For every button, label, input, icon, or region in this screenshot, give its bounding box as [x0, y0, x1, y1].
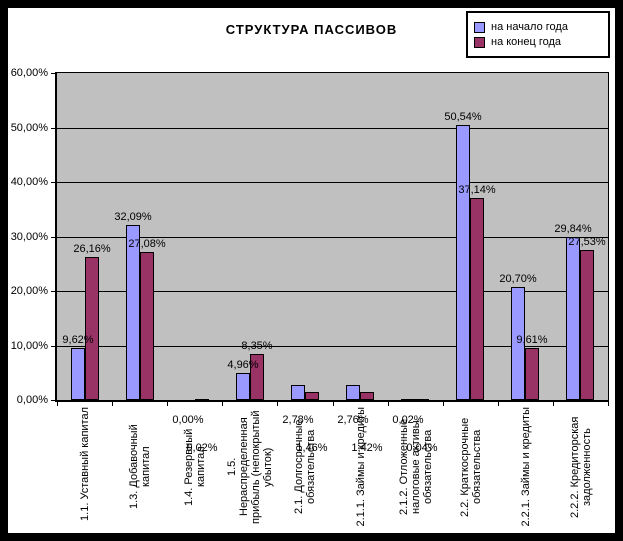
- y-axis-tick: [51, 291, 56, 292]
- ytick-label: 0,00%: [16, 394, 48, 406]
- bar-end-1: [85, 257, 99, 400]
- bar-label: 0,04%: [406, 442, 438, 454]
- bar-label: 27,08%: [128, 238, 166, 250]
- bar-start-4: [236, 373, 250, 400]
- category-label: 2.2.2. Кредиторская задолженность: [568, 416, 593, 518]
- legend-swatch-end-icon: [474, 36, 485, 48]
- x-axis-tick: [167, 401, 168, 406]
- bar-start-6: [346, 385, 360, 400]
- x-axis-tick: [57, 401, 58, 406]
- legend-label-start: на начало года: [491, 21, 568, 33]
- x-axis-tick: [222, 401, 223, 406]
- category-label: 1.5. Нераспределенная прибыль (непокрыты…: [225, 410, 274, 524]
- legend-label-end: на конец года: [491, 36, 562, 48]
- bar-end-6: [360, 392, 374, 400]
- x-axis-tick: [112, 401, 113, 406]
- x-axis-tick: [498, 401, 499, 406]
- bar-start-7: [401, 399, 415, 401]
- category-label: 1.1. Уставный капитал: [78, 407, 91, 521]
- bar-start-9: [511, 287, 525, 400]
- category-label-slot: 1.1. Уставный капитал: [57, 407, 112, 527]
- ytick-label: 50,00%: [10, 122, 48, 134]
- ytick-label: 20,00%: [10, 285, 48, 297]
- bar-label: 0,02%: [186, 442, 218, 454]
- category-label: 2.2. Краткосрочные обязательства: [458, 417, 483, 517]
- bar-end-3: [195, 399, 209, 401]
- category-label-slot: 2.2. Краткосрочные обязательства: [443, 407, 498, 527]
- bar-label: 0,00%: [172, 414, 204, 426]
- x-axis-tick: [443, 401, 444, 406]
- category-label-slot: 2.2.1. Займы и кредиты: [498, 407, 553, 527]
- gridline: [57, 237, 608, 238]
- bar-start-10: [566, 237, 580, 400]
- y-axis-tick: [51, 237, 56, 238]
- bar-label: 1,42%: [351, 442, 383, 454]
- bar-label: 2,76%: [337, 414, 369, 426]
- x-axis-tick: [608, 401, 609, 406]
- category-label-slot: 1.5. Нераспределенная прибыль (непокрыты…: [222, 407, 277, 527]
- bar-label: 9,61%: [516, 334, 548, 346]
- bar-end-7: [415, 399, 429, 401]
- chart-title: СТРУКТУРА ПАССИВОВ: [225, 22, 398, 37]
- bar-label: 29,84%: [554, 223, 592, 235]
- category-label: 1.3. Добавочный капитал: [127, 424, 152, 510]
- y-axis-tick: [51, 400, 56, 401]
- x-axis-tick: [553, 401, 554, 406]
- bar-end-5: [305, 392, 319, 400]
- bar-label: 20,70%: [499, 273, 537, 285]
- bar-end-8: [470, 198, 484, 400]
- bar-end-2: [140, 252, 154, 400]
- ytick-label: 10,00%: [10, 340, 48, 352]
- bar-label: 8,35%: [241, 340, 273, 352]
- category-label: 2.2.1. Займы и кредиты: [519, 407, 532, 527]
- x-axis-tick: [333, 401, 334, 406]
- category-label-slot: 1.3. Добавочный капитал: [112, 407, 167, 527]
- bar-start-8: [456, 125, 470, 400]
- bar-start-2: [126, 225, 140, 400]
- gridline: [57, 128, 608, 129]
- bar-end-9: [525, 348, 539, 400]
- bar-start-1: [71, 348, 85, 400]
- chart-canvas: СТРУКТУРА ПАССИВОВ на начало года на кон…: [8, 8, 615, 533]
- legend-swatch-start-icon: [474, 21, 485, 33]
- bar-label: 37,14%: [458, 184, 496, 196]
- gridline: [57, 291, 608, 292]
- ytick-label: 30,00%: [10, 231, 48, 243]
- legend-item-start-of-year: на начало года: [474, 21, 602, 33]
- category-label-slot: 2.2.2. Кредиторская задолженность: [553, 407, 608, 527]
- legend-item-end-of-year: на конец года: [474, 36, 602, 48]
- y-axis-tick: [51, 128, 56, 129]
- gridline: [57, 346, 608, 347]
- bar-end-10: [580, 250, 594, 400]
- bar-label: 2,78%: [282, 414, 314, 426]
- bar-label: 0,02%: [392, 414, 424, 426]
- bar-start-5: [291, 385, 305, 400]
- bar-label: 27,53%: [568, 236, 606, 248]
- y-axis-tick: [51, 346, 56, 347]
- gridline: [57, 182, 608, 183]
- bar-end-4: [250, 354, 264, 400]
- bar-label: 9,62%: [62, 334, 94, 346]
- ytick-label: 60,00%: [10, 67, 48, 79]
- x-axis-tick: [277, 401, 278, 406]
- bar-label: 26,16%: [73, 243, 111, 255]
- y-axis-tick: [51, 73, 56, 74]
- bar-label: 4,96%: [227, 359, 259, 371]
- bar-label: 32,09%: [114, 211, 152, 223]
- ytick-label: 40,00%: [10, 176, 48, 188]
- bar-label: 1,46%: [296, 442, 328, 454]
- legend: на начало года на конец года: [466, 11, 610, 58]
- bar-label: 50,54%: [444, 111, 482, 123]
- y-axis-tick: [51, 182, 56, 183]
- x-axis-tick: [388, 401, 389, 406]
